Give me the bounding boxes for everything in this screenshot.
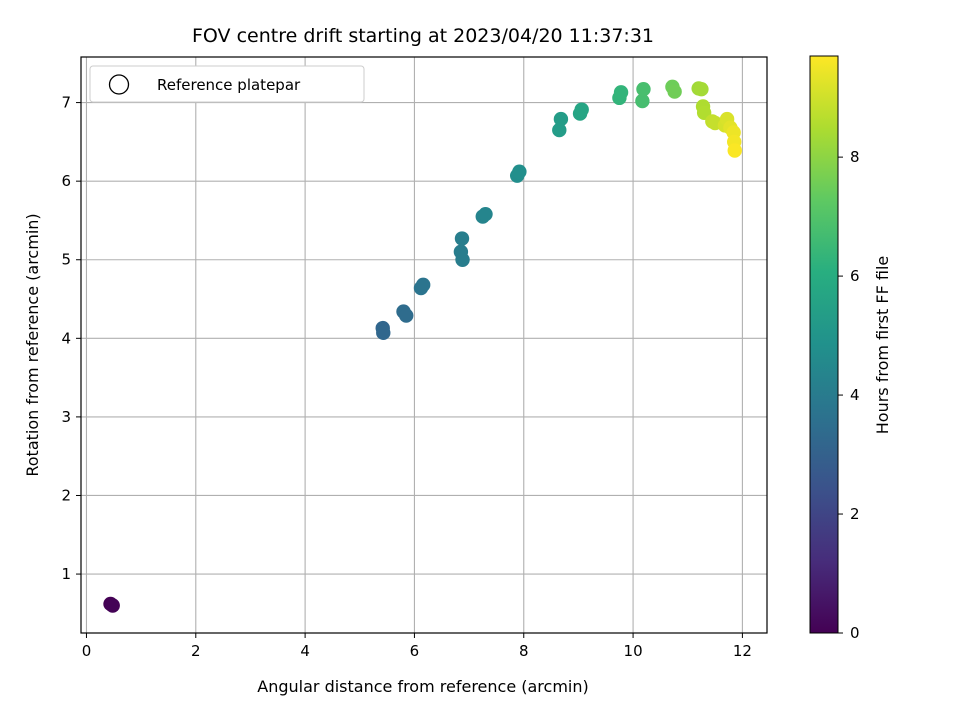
x-tick-label: 2 [191, 642, 201, 660]
colorbar-frame [809, 55, 839, 634]
legend-label: Reference platepar [157, 76, 301, 94]
x-axis-ticks: 0 2 4 6 8 10 12 [82, 633, 752, 660]
data-point [399, 308, 414, 323]
data-point [454, 231, 470, 246]
x-tick-label: 6 [410, 642, 420, 660]
data-point [455, 252, 470, 267]
data-point [613, 85, 629, 100]
y-tick-label: 6 [61, 172, 71, 190]
data-point [553, 111, 569, 127]
data-point [574, 102, 589, 117]
x-tick-label: 12 [733, 642, 752, 660]
colorbar-tick-label: 8 [850, 148, 860, 166]
colorbar: 0 2 4 6 8 Hours from first FF file [809, 55, 892, 642]
y-tick-label: 4 [61, 329, 71, 347]
data-point [694, 82, 709, 97]
y-tick-label: 3 [61, 408, 71, 426]
x-tick-label: 10 [624, 642, 643, 660]
data-point [415, 277, 431, 293]
colorbar-ticks: 0 2 4 6 8 [838, 148, 860, 642]
data-point [552, 122, 567, 138]
data-point [376, 325, 391, 341]
data-point [635, 93, 650, 109]
colorbar-tick-label: 0 [850, 624, 860, 642]
x-tick-label: 0 [82, 642, 92, 660]
grid [81, 57, 767, 633]
plot-frame [80, 56, 768, 634]
x-tick-label: 8 [519, 642, 529, 660]
y-axis-label: Rotation from reference (arcmin) [23, 213, 42, 476]
y-axis-ticks: 1 2 3 4 5 6 7 [61, 94, 81, 583]
colorbar-tick-label: 6 [850, 267, 860, 285]
colorbar-tick-label: 2 [850, 505, 860, 523]
x-tick-label: 4 [300, 642, 310, 660]
y-tick-label: 5 [61, 251, 71, 269]
data-point [667, 84, 682, 99]
x-axis-label: Angular distance from reference (arcmin) [257, 677, 588, 696]
y-tick-label: 7 [61, 94, 71, 112]
y-tick-label: 1 [61, 565, 71, 583]
legend-marker-open-circle-icon [108, 74, 130, 95]
data-points [103, 79, 742, 613]
legend-box [89, 65, 365, 103]
colorbar-label: Hours from first FF file [873, 256, 892, 435]
data-point [727, 143, 742, 158]
chart-title: FOV centre drift starting at 2023/04/20 … [192, 25, 654, 47]
data-point [512, 164, 527, 179]
y-tick-label: 2 [61, 486, 71, 504]
data-point [636, 82, 651, 97]
data-point [478, 206, 493, 222]
colorbar-tick-label: 4 [850, 386, 860, 404]
data-point [105, 598, 120, 613]
colorbar-gradient [810, 56, 838, 633]
legend: Reference platepar [89, 65, 365, 103]
